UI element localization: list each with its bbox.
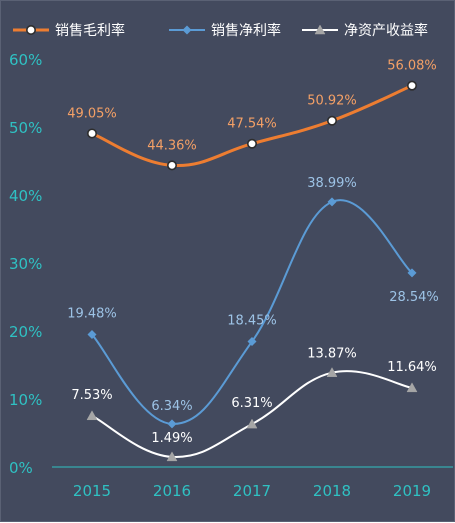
data-point-marker	[407, 268, 417, 278]
x-axis: 2015 2016 2017 2018 2019	[52, 466, 453, 500]
y-tick-label: 0%	[9, 459, 33, 477]
x-tick-label: 2019	[393, 482, 431, 500]
legend-item: 净资产收益率	[302, 22, 428, 39]
data-labels: 49.05% 44.36% 47.54% 50.92% 56.08% 19.48% 6.34…	[67, 59, 439, 446]
data-point-marker	[406, 80, 417, 91]
x-tick-label: 2015	[73, 482, 111, 500]
data-label: 38.99%	[307, 176, 357, 191]
legend-item: 销售毛利率	[13, 22, 125, 39]
data-point-marker	[167, 419, 177, 429]
data-label: 28.54%	[389, 290, 439, 305]
data-point-marker	[327, 197, 337, 207]
legend-label: 销售净利率	[211, 22, 281, 39]
legend-marker	[182, 25, 192, 35]
series-line	[91, 370, 413, 458]
data-point-marker	[167, 160, 178, 171]
x-tick-label: 2016	[153, 482, 191, 500]
data-point-marker	[86, 410, 98, 421]
y-tick-label: 50%	[9, 119, 42, 137]
data-label: 13.87%	[307, 347, 357, 362]
data-point-marker	[247, 138, 258, 149]
x-tick-label: 2018	[313, 482, 351, 500]
legend-marker	[314, 24, 326, 35]
data-point-marker	[246, 418, 258, 429]
y-tick-label: 20%	[9, 323, 42, 341]
data-label: 7.53%	[71, 388, 112, 403]
data-label: 56.08%	[387, 59, 437, 74]
data-point-marker	[87, 330, 97, 340]
data-label: 50.92%	[307, 94, 357, 109]
legend: 销售毛利率 销售净利率 净资产收益率	[13, 22, 428, 39]
y-axis-tick-labels: 0% 10% 20% 30% 40% 50% 60%	[9, 51, 42, 477]
y-tick-label: 60%	[9, 51, 42, 69]
data-label: 44.36%	[147, 138, 197, 153]
data-label: 19.48%	[67, 307, 117, 322]
data-point-marker	[87, 128, 98, 139]
data-point-marker	[406, 382, 418, 393]
data-label: 1.49%	[151, 431, 192, 446]
y-tick-label: 40%	[9, 187, 42, 205]
legend-label: 净资产收益率	[344, 22, 428, 39]
data-point-marker	[247, 337, 257, 347]
data-label: 11.64%	[387, 360, 437, 375]
data-label: 49.05%	[67, 106, 117, 121]
y-tick-label: 30%	[9, 255, 42, 273]
series-line	[91, 199, 413, 425]
data-point-marker	[326, 115, 337, 126]
x-tick-label: 2017	[233, 482, 271, 500]
data-label: 6.34%	[151, 399, 192, 414]
data-label: 47.54%	[227, 117, 277, 132]
legend-marker	[25, 24, 36, 35]
data-point-marker	[166, 451, 178, 462]
data-point-marker	[326, 367, 338, 377]
data-label: 18.45%	[227, 314, 277, 329]
legend-label: 销售毛利率	[55, 22, 125, 39]
y-tick-label: 10%	[9, 391, 42, 409]
legend-item: 销售净利率	[169, 22, 281, 39]
data-label: 6.31%	[231, 396, 272, 411]
series-lines	[86, 80, 418, 462]
